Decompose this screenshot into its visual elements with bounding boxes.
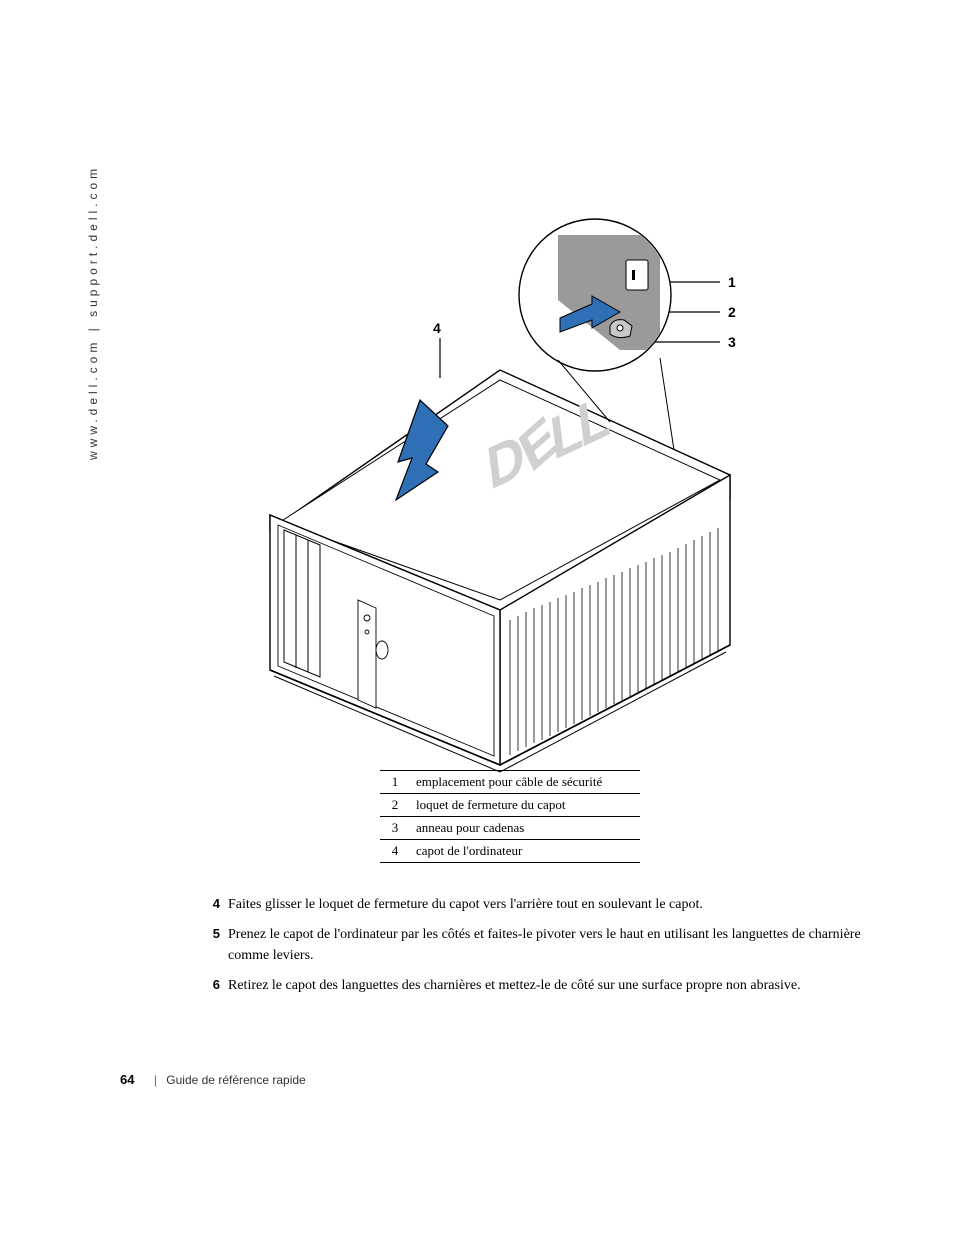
- instruction-step: 5 Prenez le capot de l'ordinateur par le…: [196, 925, 876, 966]
- figure: 1 2 3 4: [120, 200, 880, 800]
- step-number: 5: [196, 925, 228, 966]
- step-text: Faites glisser le loquet de fermeture du…: [228, 895, 876, 915]
- legend-text: emplacement pour câble de sécurité: [410, 771, 640, 794]
- page-number: 64: [120, 1072, 134, 1087]
- computer-body: D E L L: [270, 370, 730, 772]
- svg-text:L: L: [574, 381, 613, 461]
- legend-num: 1: [380, 771, 410, 794]
- step-number: 6: [196, 976, 228, 996]
- callout-3-label: 3: [728, 334, 736, 350]
- legend-num: 2: [380, 794, 410, 817]
- callout-4-label: 4: [433, 320, 441, 336]
- legend-text: capot de l'ordinateur: [410, 840, 640, 863]
- legend-row: 1 emplacement pour câble de sécurité: [380, 771, 640, 794]
- doc-title: Guide de référence rapide: [166, 1073, 305, 1087]
- step-text: Retirez le capot des languettes des char…: [228, 976, 876, 996]
- page-footer: 64 | Guide de référence rapide: [120, 1072, 306, 1087]
- legend-row: 4 capot de l'ordinateur: [380, 840, 640, 863]
- legend-row: 3 anneau pour cadenas: [380, 817, 640, 840]
- instructions: 4 Faites glisser le loquet de fermeture …: [196, 895, 876, 1006]
- step-text: Prenez le capot de l'ordinateur par les …: [228, 925, 876, 966]
- computer-illustration: D E L L: [120, 200, 880, 800]
- legend-num: 4: [380, 840, 410, 863]
- step-number: 4: [196, 895, 228, 915]
- detail-bubble: [519, 219, 671, 371]
- page: www.dell.com | support.dell.com 1 2 3 4: [0, 0, 954, 1235]
- footer-separator: |: [154, 1073, 157, 1087]
- legend-text: anneau pour cadenas: [410, 817, 640, 840]
- callout-1-label: 1: [728, 274, 736, 290]
- instruction-step: 6 Retirez le capot des languettes des ch…: [196, 976, 876, 996]
- legend-num: 3: [380, 817, 410, 840]
- legend-text: loquet de fermeture du capot: [410, 794, 640, 817]
- legend-table: 1 emplacement pour câble de sécurité 2 l…: [380, 770, 640, 863]
- instruction-step: 4 Faites glisser le loquet de fermeture …: [196, 895, 876, 915]
- legend-row: 2 loquet de fermeture du capot: [380, 794, 640, 817]
- callout-2-label: 2: [728, 304, 736, 320]
- side-url: www.dell.com | support.dell.com: [86, 165, 100, 460]
